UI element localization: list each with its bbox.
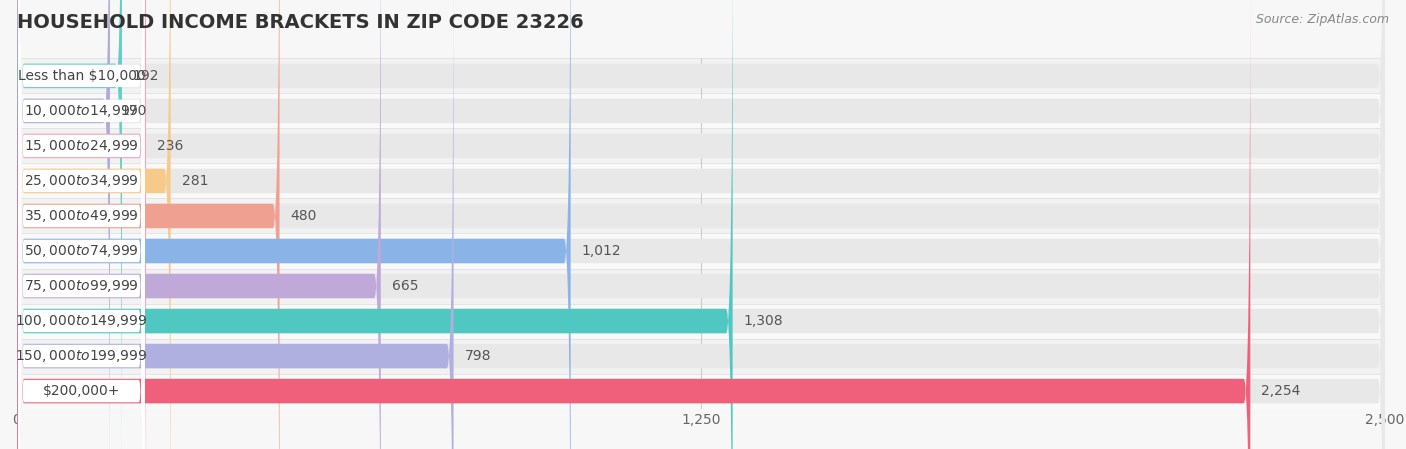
FancyBboxPatch shape bbox=[17, 0, 1250, 449]
FancyBboxPatch shape bbox=[17, 0, 1385, 449]
Text: 1,308: 1,308 bbox=[744, 314, 783, 328]
Bar bbox=[17, 233, 1385, 269]
FancyBboxPatch shape bbox=[18, 0, 145, 449]
Text: Source: ZipAtlas.com: Source: ZipAtlas.com bbox=[1256, 13, 1389, 26]
Text: 170: 170 bbox=[121, 104, 148, 118]
Text: $150,000 to $199,999: $150,000 to $199,999 bbox=[15, 348, 148, 364]
FancyBboxPatch shape bbox=[17, 0, 1385, 449]
FancyBboxPatch shape bbox=[18, 0, 145, 449]
FancyBboxPatch shape bbox=[18, 52, 145, 449]
FancyBboxPatch shape bbox=[17, 0, 733, 449]
FancyBboxPatch shape bbox=[18, 0, 145, 449]
Bar bbox=[17, 93, 1385, 128]
FancyBboxPatch shape bbox=[17, 0, 1385, 449]
Bar bbox=[17, 58, 1385, 93]
FancyBboxPatch shape bbox=[17, 0, 146, 449]
FancyBboxPatch shape bbox=[18, 0, 145, 449]
FancyBboxPatch shape bbox=[17, 0, 122, 449]
Text: 236: 236 bbox=[157, 139, 183, 153]
FancyBboxPatch shape bbox=[17, 0, 1385, 449]
Text: $50,000 to $74,999: $50,000 to $74,999 bbox=[24, 243, 139, 259]
Text: $35,000 to $49,999: $35,000 to $49,999 bbox=[24, 208, 139, 224]
FancyBboxPatch shape bbox=[18, 0, 145, 449]
Bar bbox=[17, 163, 1385, 198]
Text: 480: 480 bbox=[291, 209, 316, 223]
Text: $10,000 to $14,999: $10,000 to $14,999 bbox=[24, 103, 139, 119]
FancyBboxPatch shape bbox=[17, 0, 280, 449]
Text: 798: 798 bbox=[464, 349, 491, 363]
FancyBboxPatch shape bbox=[18, 0, 145, 449]
Text: $100,000 to $149,999: $100,000 to $149,999 bbox=[15, 313, 148, 329]
FancyBboxPatch shape bbox=[17, 0, 1385, 449]
FancyBboxPatch shape bbox=[17, 0, 1385, 449]
FancyBboxPatch shape bbox=[17, 0, 454, 449]
Text: 1,012: 1,012 bbox=[582, 244, 621, 258]
Text: 665: 665 bbox=[392, 279, 418, 293]
Bar bbox=[17, 339, 1385, 374]
Text: $25,000 to $34,999: $25,000 to $34,999 bbox=[24, 173, 139, 189]
Bar bbox=[17, 374, 1385, 409]
FancyBboxPatch shape bbox=[17, 0, 1385, 449]
Bar bbox=[17, 304, 1385, 339]
Text: $75,000 to $99,999: $75,000 to $99,999 bbox=[24, 278, 139, 294]
Text: $200,000+: $200,000+ bbox=[42, 384, 120, 398]
FancyBboxPatch shape bbox=[17, 0, 571, 449]
FancyBboxPatch shape bbox=[17, 0, 1385, 449]
FancyBboxPatch shape bbox=[17, 0, 381, 449]
FancyBboxPatch shape bbox=[17, 0, 1385, 449]
FancyBboxPatch shape bbox=[17, 0, 110, 449]
Text: 2,254: 2,254 bbox=[1261, 384, 1301, 398]
FancyBboxPatch shape bbox=[18, 0, 145, 449]
Bar bbox=[17, 198, 1385, 233]
Text: HOUSEHOLD INCOME BRACKETS IN ZIP CODE 23226: HOUSEHOLD INCOME BRACKETS IN ZIP CODE 23… bbox=[17, 13, 583, 32]
FancyBboxPatch shape bbox=[18, 17, 145, 449]
Text: $15,000 to $24,999: $15,000 to $24,999 bbox=[24, 138, 139, 154]
Text: 192: 192 bbox=[134, 69, 159, 83]
FancyBboxPatch shape bbox=[17, 0, 170, 449]
Bar bbox=[17, 128, 1385, 163]
FancyBboxPatch shape bbox=[18, 0, 145, 415]
Text: Less than $10,000: Less than $10,000 bbox=[17, 69, 145, 83]
Bar bbox=[17, 269, 1385, 304]
FancyBboxPatch shape bbox=[17, 0, 1385, 449]
Text: 281: 281 bbox=[181, 174, 208, 188]
